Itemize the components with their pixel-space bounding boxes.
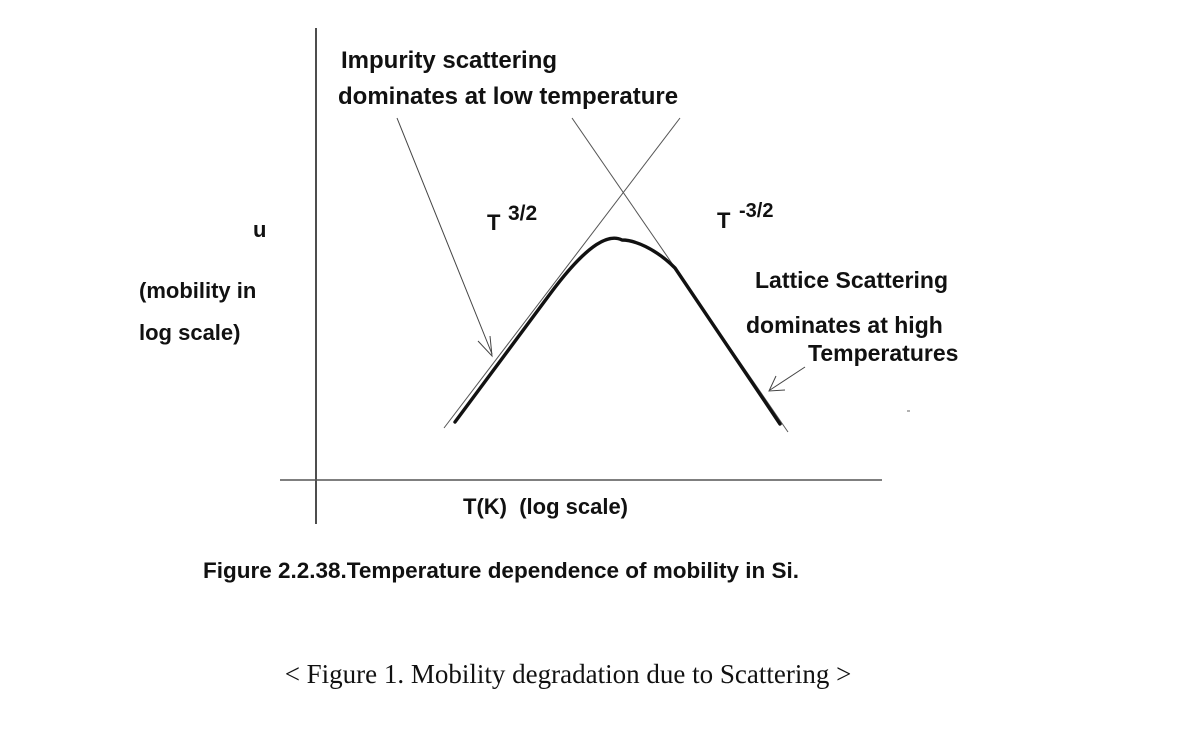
t-neg-base: T xyxy=(717,208,731,233)
lattice-arrowhead xyxy=(768,375,786,392)
page-caption: < Figure 1. Mobility degradation due to … xyxy=(285,659,852,689)
lattice-pointer-arrow xyxy=(769,366,806,391)
t-neg-exponent: -3/2 xyxy=(739,200,773,222)
y-axis-symbol: u xyxy=(253,217,266,242)
impurity-label-line1: Impurity scattering xyxy=(341,47,557,74)
x-axis-label: T(K) (log scale) xyxy=(463,494,628,519)
impurity-pointer-arrow xyxy=(396,117,493,355)
lattice-label-line2: dominates at high xyxy=(746,312,943,338)
impurity-arrowhead xyxy=(477,335,493,358)
mobility-curve xyxy=(453,236,782,426)
impurity-label-line2: dominates at low temperature xyxy=(338,83,678,110)
y-axis-label-line1: (mobility in xyxy=(139,278,256,303)
t-pos-exponent: 3/2 xyxy=(508,202,537,225)
lattice-label-line1: Lattice Scattering xyxy=(755,267,948,293)
lattice-label-line3: Temperatures xyxy=(808,340,958,366)
t-pos-base: T xyxy=(487,210,501,235)
y-axis-label-line2: log scale) xyxy=(139,320,240,345)
asymptote-t-pos xyxy=(443,117,681,429)
figure-caption: Figure 2.2.38.Temperature dependence of … xyxy=(203,558,799,583)
